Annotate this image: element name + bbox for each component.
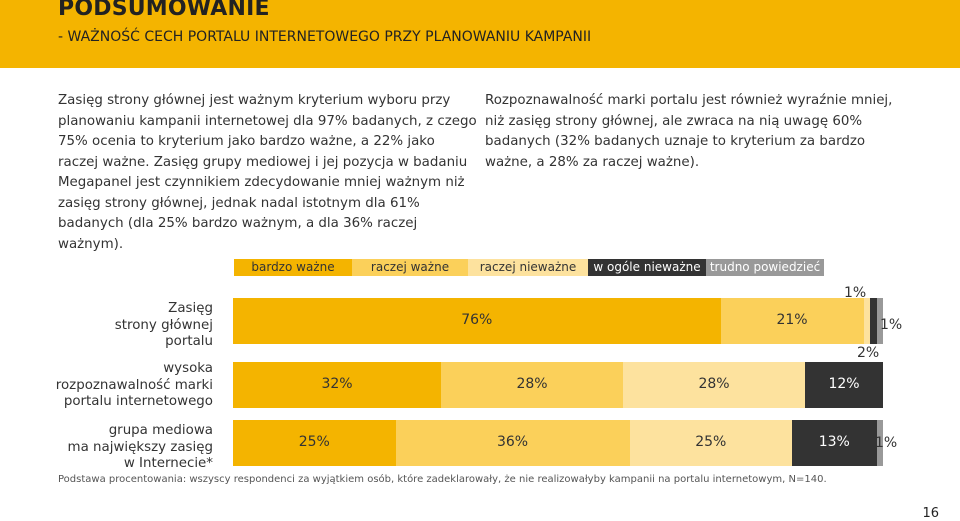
category-label: grupa mediowa ma największy zasięg w Inter…	[68, 423, 213, 473]
data-label: 32%	[321, 376, 353, 392]
stacked-bar-chart: 76% 21% 32% 28% 28% 12% 25% 36% 25% 13% 1% 1% 2% 1%	[233, 285, 902, 498]
bar-segment	[623, 362, 805, 408]
bar-segment	[863, 298, 870, 344]
bar-row: 76% 21%	[233, 298, 883, 344]
page-title: PODSUMOWANIE	[58, 0, 270, 21]
bar-segment	[629, 420, 792, 466]
page-number: 16	[922, 506, 939, 521]
data-label: 25%	[695, 434, 727, 450]
legend-item: bardzo ważne	[234, 259, 352, 276]
data-label: 36%	[496, 434, 529, 450]
bar-segment	[876, 420, 883, 466]
category-label-line: ma największy zasięg	[67, 439, 213, 455]
category-label-line: rozpoznawalność marki	[55, 377, 213, 393]
chart-legend: bardzo ważne raczej ważne raczej nieważne w…	[234, 259, 824, 277]
category-label-line: portalu internetowego	[63, 394, 213, 409]
category-label-line: Zasięg	[168, 301, 213, 316]
summary-text-right: Rozpoznawalność marki portalu jest równi…	[485, 93, 893, 170]
legend-item: trudno powiedzieć	[706, 259, 824, 276]
bar-segment	[233, 298, 721, 344]
data-label: 76%	[461, 312, 493, 328]
summary-text-left: Zasięg strony głównej jest ważnym kryter…	[58, 93, 477, 252]
legend-item: raczej ważne	[352, 259, 468, 276]
bar-segment	[233, 362, 441, 408]
page-subtitle: - WAŻNOŚĆ CECH PORTALU INTERNETOWEGO PRZ…	[58, 29, 592, 45]
bar-segment	[720, 298, 864, 344]
bar-segment	[876, 298, 883, 344]
bar-segment	[870, 298, 877, 344]
data-label: 28%	[698, 376, 730, 392]
bar-segment	[792, 420, 877, 466]
legend-item: raczej nieważne	[468, 259, 588, 276]
data-label: 25%	[298, 434, 330, 450]
category-label-line: strony głównej	[114, 317, 213, 333]
header-banner: PODSUMOWANIE - WAŻNOŚĆ CECH PORTALU INTE…	[0, 0, 960, 68]
footnote: Podstawa procentowania: wszyscy responde…	[58, 474, 827, 485]
data-label-callout: 1%	[875, 435, 898, 451]
data-label: 28%	[516, 376, 548, 392]
legend-item: w ogóle nieważne	[588, 259, 706, 276]
category-label: Zasięg strony głównej portalu	[115, 301, 213, 351]
category-label: wysoka rozpoznawalność marki portalu inter…	[56, 361, 213, 411]
data-label-callout: 1%	[844, 285, 867, 301]
bar-segment	[233, 420, 396, 466]
category-label-line: portalu	[165, 334, 213, 349]
category-label-line: w Internecie*	[123, 456, 213, 471]
bar-segment	[441, 362, 623, 408]
bar-row: 32% 28% 28% 12%	[233, 362, 883, 408]
data-label: 13%	[818, 434, 850, 450]
data-label-callout: 2%	[857, 345, 880, 361]
data-label: 21%	[776, 312, 808, 328]
category-label-line: wysoka	[163, 361, 213, 376]
data-label-callout: 1%	[880, 317, 903, 333]
category-label-line: grupa mediowa	[108, 423, 213, 438]
bar-segment	[805, 362, 883, 408]
bar-segment	[395, 420, 630, 466]
bar-row: 25% 36% 25% 13%	[233, 420, 883, 466]
data-label: 12%	[828, 376, 860, 392]
